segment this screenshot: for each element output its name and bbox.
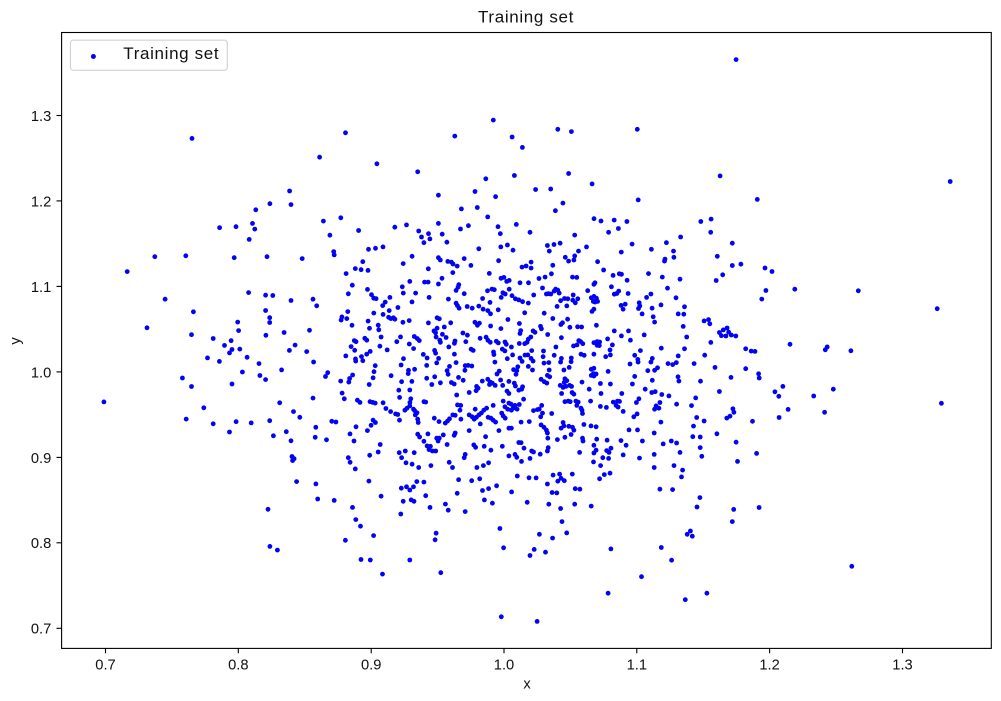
svg-text:y: y bbox=[8, 337, 24, 345]
svg-text:0.8: 0.8 bbox=[228, 657, 248, 673]
svg-text:1.0: 1.0 bbox=[494, 657, 514, 673]
svg-text:1.2: 1.2 bbox=[31, 194, 51, 210]
svg-text:0.7: 0.7 bbox=[31, 622, 51, 638]
svg-text:0.7: 0.7 bbox=[95, 657, 115, 673]
svg-text:1.1: 1.1 bbox=[31, 280, 51, 296]
svg-text:Training set: Training set bbox=[123, 44, 219, 63]
svg-text:1.0: 1.0 bbox=[31, 365, 51, 381]
svg-text:Training set: Training set bbox=[478, 8, 574, 27]
svg-text:0.8: 0.8 bbox=[31, 536, 51, 552]
svg-text:1.3: 1.3 bbox=[31, 109, 51, 125]
svg-text:1.3: 1.3 bbox=[892, 657, 912, 673]
svg-text:1.2: 1.2 bbox=[759, 657, 779, 673]
svg-text:1.1: 1.1 bbox=[627, 657, 647, 673]
svg-text:0.9: 0.9 bbox=[31, 451, 51, 467]
svg-text:x: x bbox=[523, 677, 531, 693]
svg-text:0.9: 0.9 bbox=[361, 657, 381, 673]
